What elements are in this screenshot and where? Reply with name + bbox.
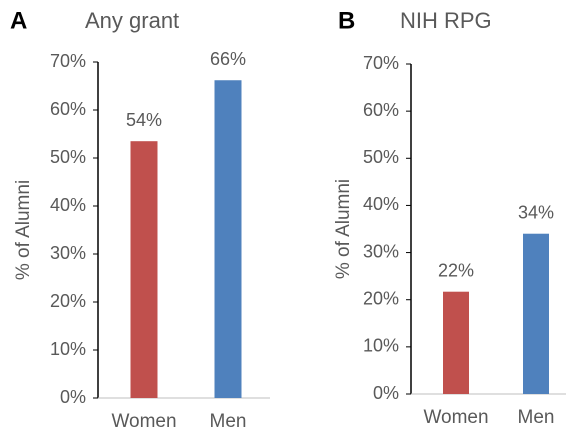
y-tick-label: 60% <box>363 100 399 120</box>
y-tick-label: 20% <box>50 291 86 311</box>
value-label: 66% <box>210 49 246 69</box>
value-label: 22% <box>438 260 474 280</box>
y-tick-label: 70% <box>363 53 399 73</box>
bar <box>523 233 549 394</box>
bar <box>130 141 158 398</box>
y-tick-label: 30% <box>50 243 86 263</box>
y-tick-label: 40% <box>50 195 86 215</box>
value-label: 34% <box>518 202 554 222</box>
chart-title: NIH RPG <box>400 8 492 33</box>
value-label: 54% <box>126 110 162 130</box>
y-tick-label: 60% <box>50 99 86 119</box>
y-tick-label: 0% <box>60 387 86 407</box>
bar <box>214 80 242 399</box>
y-tick-label: 50% <box>363 147 399 167</box>
y-tick-label: 50% <box>50 147 86 167</box>
chart-title: Any grant <box>85 8 179 33</box>
y-tick-label: 70% <box>50 51 86 71</box>
y-axis-title: % of Alumni <box>333 179 354 279</box>
y-tick-label: 30% <box>363 241 399 261</box>
x-tick-label: Men <box>518 407 555 428</box>
panel-label: A <box>10 7 27 34</box>
y-axis-title: % of Alumni <box>13 180 34 280</box>
y-tick-label: 40% <box>363 194 399 214</box>
y-tick-label: 0% <box>373 383 399 403</box>
y-tick-label: 10% <box>50 339 86 359</box>
panel-label: B <box>338 7 355 34</box>
bar <box>443 291 469 394</box>
x-tick-label: Men <box>210 411 247 432</box>
y-tick-label: 10% <box>363 336 399 356</box>
y-tick-label: 20% <box>363 288 399 308</box>
x-tick-label: Women <box>423 407 488 428</box>
x-tick-label: Women <box>111 411 176 432</box>
